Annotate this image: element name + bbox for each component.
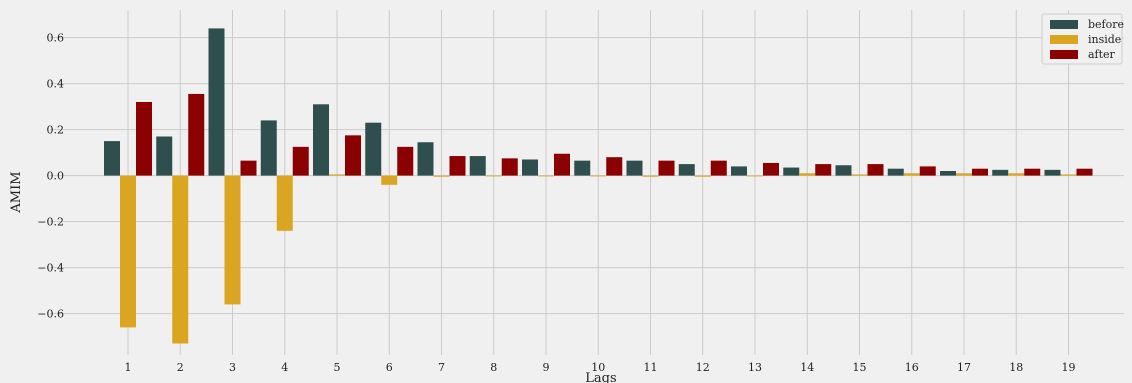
x-axis-title: Lags [585, 371, 616, 383]
y-axis: 0.6 0.4 0.2 0.0 −0.2 −0.4 −0.6 [37, 32, 64, 321]
x-tick-label: 15 [853, 361, 867, 374]
bar-after-lag-6 [397, 146, 414, 176]
legend-swatch-inside [1050, 35, 1078, 44]
bar-before-lag-19 [1044, 169, 1061, 176]
bar-before-lag-13 [731, 166, 747, 176]
x-tick-label: 5 [334, 361, 341, 374]
bars [104, 28, 1093, 344]
bar-after-lag-12 [710, 160, 727, 176]
bar-before-lag-6 [365, 122, 382, 176]
bar-before-lag-4 [260, 120, 277, 176]
x-tick-label: 9 [543, 361, 550, 374]
bar-after-lag-7 [449, 156, 466, 176]
x-tick-label: 12 [696, 361, 710, 374]
bar-after-lag-15 [867, 164, 884, 176]
bar-inside-lag-10 [590, 175, 607, 177]
x-tick-label: 4 [281, 361, 288, 374]
bar-after-lag-18 [1024, 168, 1041, 176]
bar-after-lag-2 [188, 93, 205, 176]
bar-before-lag-18 [992, 169, 1009, 176]
bar-after-lag-11 [658, 160, 675, 176]
bar-inside-lag-11 [642, 175, 659, 177]
bar-inside-lag-4 [276, 175, 293, 231]
y-tick-label: 0.4 [47, 78, 65, 91]
bar-after-lag-19 [1076, 168, 1093, 176]
legend-label-after: after [1088, 48, 1116, 61]
x-tick-label: 2 [177, 361, 184, 374]
bar-inside-lag-6 [381, 175, 398, 185]
bar-inside-lag-14 [799, 173, 816, 176]
x-tick-label: 11 [644, 361, 658, 374]
bar-before-lag-10 [574, 160, 591, 176]
x-tick-label: 19 [1062, 361, 1076, 374]
legend-label-before: before [1088, 18, 1124, 31]
x-tick-label: 3 [229, 361, 236, 374]
bar-before-lag-12 [678, 164, 695, 176]
legend-label-inside: inside [1088, 33, 1121, 46]
bar-before-lag-15 [835, 165, 852, 176]
bar-before-lag-17 [940, 171, 956, 176]
bar-after-lag-8 [501, 158, 518, 176]
bar-inside-lag-3 [224, 175, 241, 305]
bar-before-lag-5 [313, 104, 329, 176]
x-tick-label: 18 [1009, 361, 1023, 374]
bar-inside-lag-15 [851, 174, 868, 176]
bar-before-lag-11 [626, 160, 643, 176]
y-tick-label: −0.4 [37, 262, 64, 275]
x-tick-label: 6 [386, 361, 393, 374]
bar-inside-lag-5 [329, 174, 345, 176]
bar-after-lag-3 [240, 160, 257, 176]
y-tick-label: 0.6 [47, 32, 65, 45]
bar-before-lag-7 [417, 142, 434, 176]
x-tick-label: 1 [125, 361, 132, 374]
bar-before-lag-1 [104, 141, 120, 176]
x-tick-label: 8 [490, 361, 497, 374]
bar-after-lag-9 [554, 153, 570, 176]
y-tick-label: 0.0 [47, 170, 65, 183]
bar-after-lag-4 [292, 146, 309, 176]
bar-after-lag-16 [919, 166, 936, 176]
x-axis: 1 2 3 4 5 6 7 8 9 10 11 12 13 14 15 16 17 18 19 [125, 361, 1076, 374]
bar-inside-lag-1 [120, 175, 136, 328]
x-tick-label: 14 [800, 361, 814, 374]
bar-inside-lag-12 [694, 175, 711, 177]
bar-inside-lag-19 [1060, 174, 1077, 176]
x-tick-label: 7 [438, 361, 445, 374]
bar-after-lag-10 [606, 157, 623, 176]
bar-inside-lag-2 [172, 175, 189, 344]
bar-before-lag-2 [156, 136, 173, 176]
x-tick-label: 13 [748, 361, 762, 374]
bar-inside-lag-13 [747, 175, 763, 177]
bar-before-lag-8 [469, 156, 486, 176]
bar-inside-lag-8 [485, 175, 502, 177]
bar-after-lag-13 [763, 162, 779, 176]
bar-after-lag-17 [972, 168, 988, 176]
bar-after-lag-14 [815, 164, 832, 176]
y-tick-label: 0.2 [47, 124, 65, 137]
bar-after-lag-5 [345, 135, 361, 176]
legend-swatch-after [1050, 50, 1078, 59]
bar-after-lag-1 [136, 102, 152, 176]
legend: before inside after [1041, 13, 1124, 65]
bar-inside-lag-9 [538, 175, 554, 177]
bar-before-lag-14 [783, 167, 800, 176]
bar-inside-lag-16 [903, 173, 920, 176]
bar-before-lag-16 [887, 168, 904, 176]
y-axis-title: AMIM [9, 171, 24, 213]
legend-swatch-before [1050, 20, 1078, 29]
x-tick-label: 10 [591, 361, 605, 374]
y-tick-label: −0.6 [37, 308, 64, 321]
bar-inside-lag-17 [956, 173, 972, 176]
x-tick-label: 16 [905, 361, 919, 374]
x-tick-label: 17 [957, 361, 971, 374]
bar-before-lag-3 [208, 28, 225, 176]
bar-before-lag-9 [522, 159, 538, 176]
y-tick-label: −0.2 [37, 216, 64, 229]
bar-inside-lag-7 [433, 175, 450, 177]
bar-inside-lag-18 [1008, 173, 1025, 176]
